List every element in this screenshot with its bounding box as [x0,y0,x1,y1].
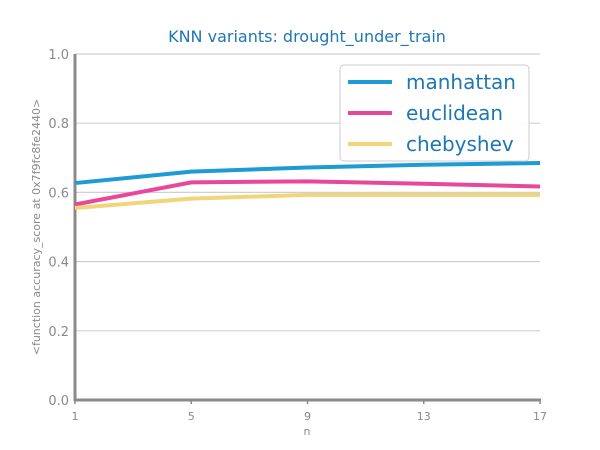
y-tick-label: 0.4 [48,256,69,271]
y-tick-label: 1.0 [48,48,69,63]
series-line-chebyshev [74,192,540,210]
series-lines [74,160,541,210]
legend-label-chebyshev: chebyshev [406,132,514,156]
legend-label-euclidean: euclidean [406,101,503,125]
x-tick-label: 9 [304,410,311,423]
series-line-euclidean [74,179,541,207]
y-axis-label: <function accuracy_score at 0x7f9fc8fe24… [30,99,43,356]
y-tick-label: 0.8 [48,117,69,132]
y-tick-label: 0.2 [48,325,69,340]
y-tick-label: 0.6 [48,186,69,201]
legend-box [339,64,530,162]
x-tick-labels: 1 5 9 13 17 [72,400,547,423]
x-tick-label: 5 [188,410,195,423]
x-tick-label: 13 [417,410,431,423]
y-tick-label: 0.0 [48,394,69,409]
x-tick-label: 17 [533,410,547,423]
legend-label-manhattan: manhattan [406,70,516,94]
x-tick-label: 1 [72,410,79,423]
chart-title: KNN variants: drought_under_train [168,27,446,47]
series-line-manhattan [74,160,541,186]
x-axis-label: n [304,425,311,438]
legend: manhattan euclidean chebyshev [339,64,530,162]
y-tick-labels: 0.0 0.2 0.4 0.6 0.8 1.0 [48,48,69,409]
